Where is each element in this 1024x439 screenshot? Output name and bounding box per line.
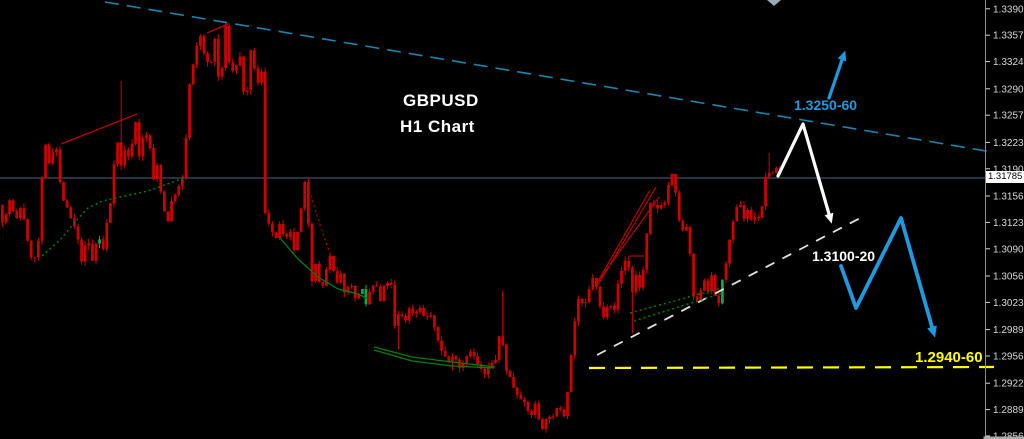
breakout-up-arrow-head	[837, 50, 847, 62]
projection-down-arrow[interactable]	[776, 122, 831, 216]
axis-tick-label: 1.32570	[993, 111, 1024, 122]
swing-line-top[interactable]	[206, 23, 229, 34]
descending-resistance-trendline[interactable]	[104, 1, 993, 153]
dotted-decline[interactable]	[307, 185, 347, 292]
axis-corner-strip	[983, 436, 1024, 439]
axis-tick-label: 1.29560	[993, 352, 1024, 363]
symbol-watermark: GBPUSD	[403, 91, 479, 110]
ma-dotted-left[interactable]	[41, 177, 185, 257]
axis-tick-label: 1.32230	[993, 138, 1024, 149]
axis-tick-label: 1.29890	[993, 325, 1024, 336]
fan-line-3[interactable]	[596, 196, 660, 284]
horizontal-support-line[interactable]	[588, 365, 995, 370]
chart-shift-marker[interactable]	[767, 0, 781, 6]
ma-solid-b1[interactable]	[373, 346, 496, 368]
axis-tick-label: 1.30560	[993, 272, 1024, 283]
ma-solid-a[interactable]	[279, 237, 369, 300]
axis-tick-label: 1.33900	[993, 4, 1024, 15]
pullback-zone-label[interactable]: 1.3100-20	[812, 248, 876, 264]
axis-tick-label: 1.31900	[993, 164, 1024, 175]
axis-tick-label: 1.28890	[993, 405, 1024, 416]
price-axis[interactable]: 1.33900 1.33570 1.33240 1.32900 1.32570 1.322…	[767, 0, 1024, 439]
projection-zigzag-arrow-head	[927, 325, 937, 338]
axis-tick-label: 1.29220	[993, 379, 1024, 390]
axis-tick-label: 1.28560	[993, 432, 1024, 439]
projection-zigzag-arrow[interactable]	[839, 216, 934, 329]
current-price-tag: 1.31785	[986, 171, 1024, 183]
axis-tick-label: 1.33570	[993, 31, 1024, 42]
ma-dotted-mid-lower[interactable]	[633, 292, 724, 322]
axis-tick-label: 1.31230	[993, 218, 1024, 229]
ma-dotted-mid-upper[interactable]	[629, 287, 723, 314]
axis-tick-label: 1.32900	[993, 84, 1024, 95]
resistance-zone-label[interactable]: 1.3250-60	[794, 97, 858, 113]
candlesticks	[1, 22, 782, 433]
projection-down-arrow-head	[824, 212, 834, 224]
axis-tick-label: 1.30230	[993, 298, 1024, 309]
swing-line-left[interactable]	[60, 113, 138, 145]
support-zone-label[interactable]: 1.2940-60	[915, 349, 983, 366]
ma-solid-b2[interactable]	[373, 349, 495, 369]
timeframe-watermark: H1 Chart	[400, 117, 475, 136]
chart-drawings[interactable]	[41, 1, 995, 370]
ascending-support-trendline[interactable]	[596, 214, 867, 356]
axis-tick-label: 1.30900	[993, 244, 1024, 255]
fan-line-1[interactable]	[596, 189, 651, 284]
breakout-up-arrow[interactable]	[827, 58, 844, 100]
axis-tick-label: 1.33240	[993, 57, 1024, 68]
axis-tick-label: 1.31560	[993, 192, 1024, 203]
